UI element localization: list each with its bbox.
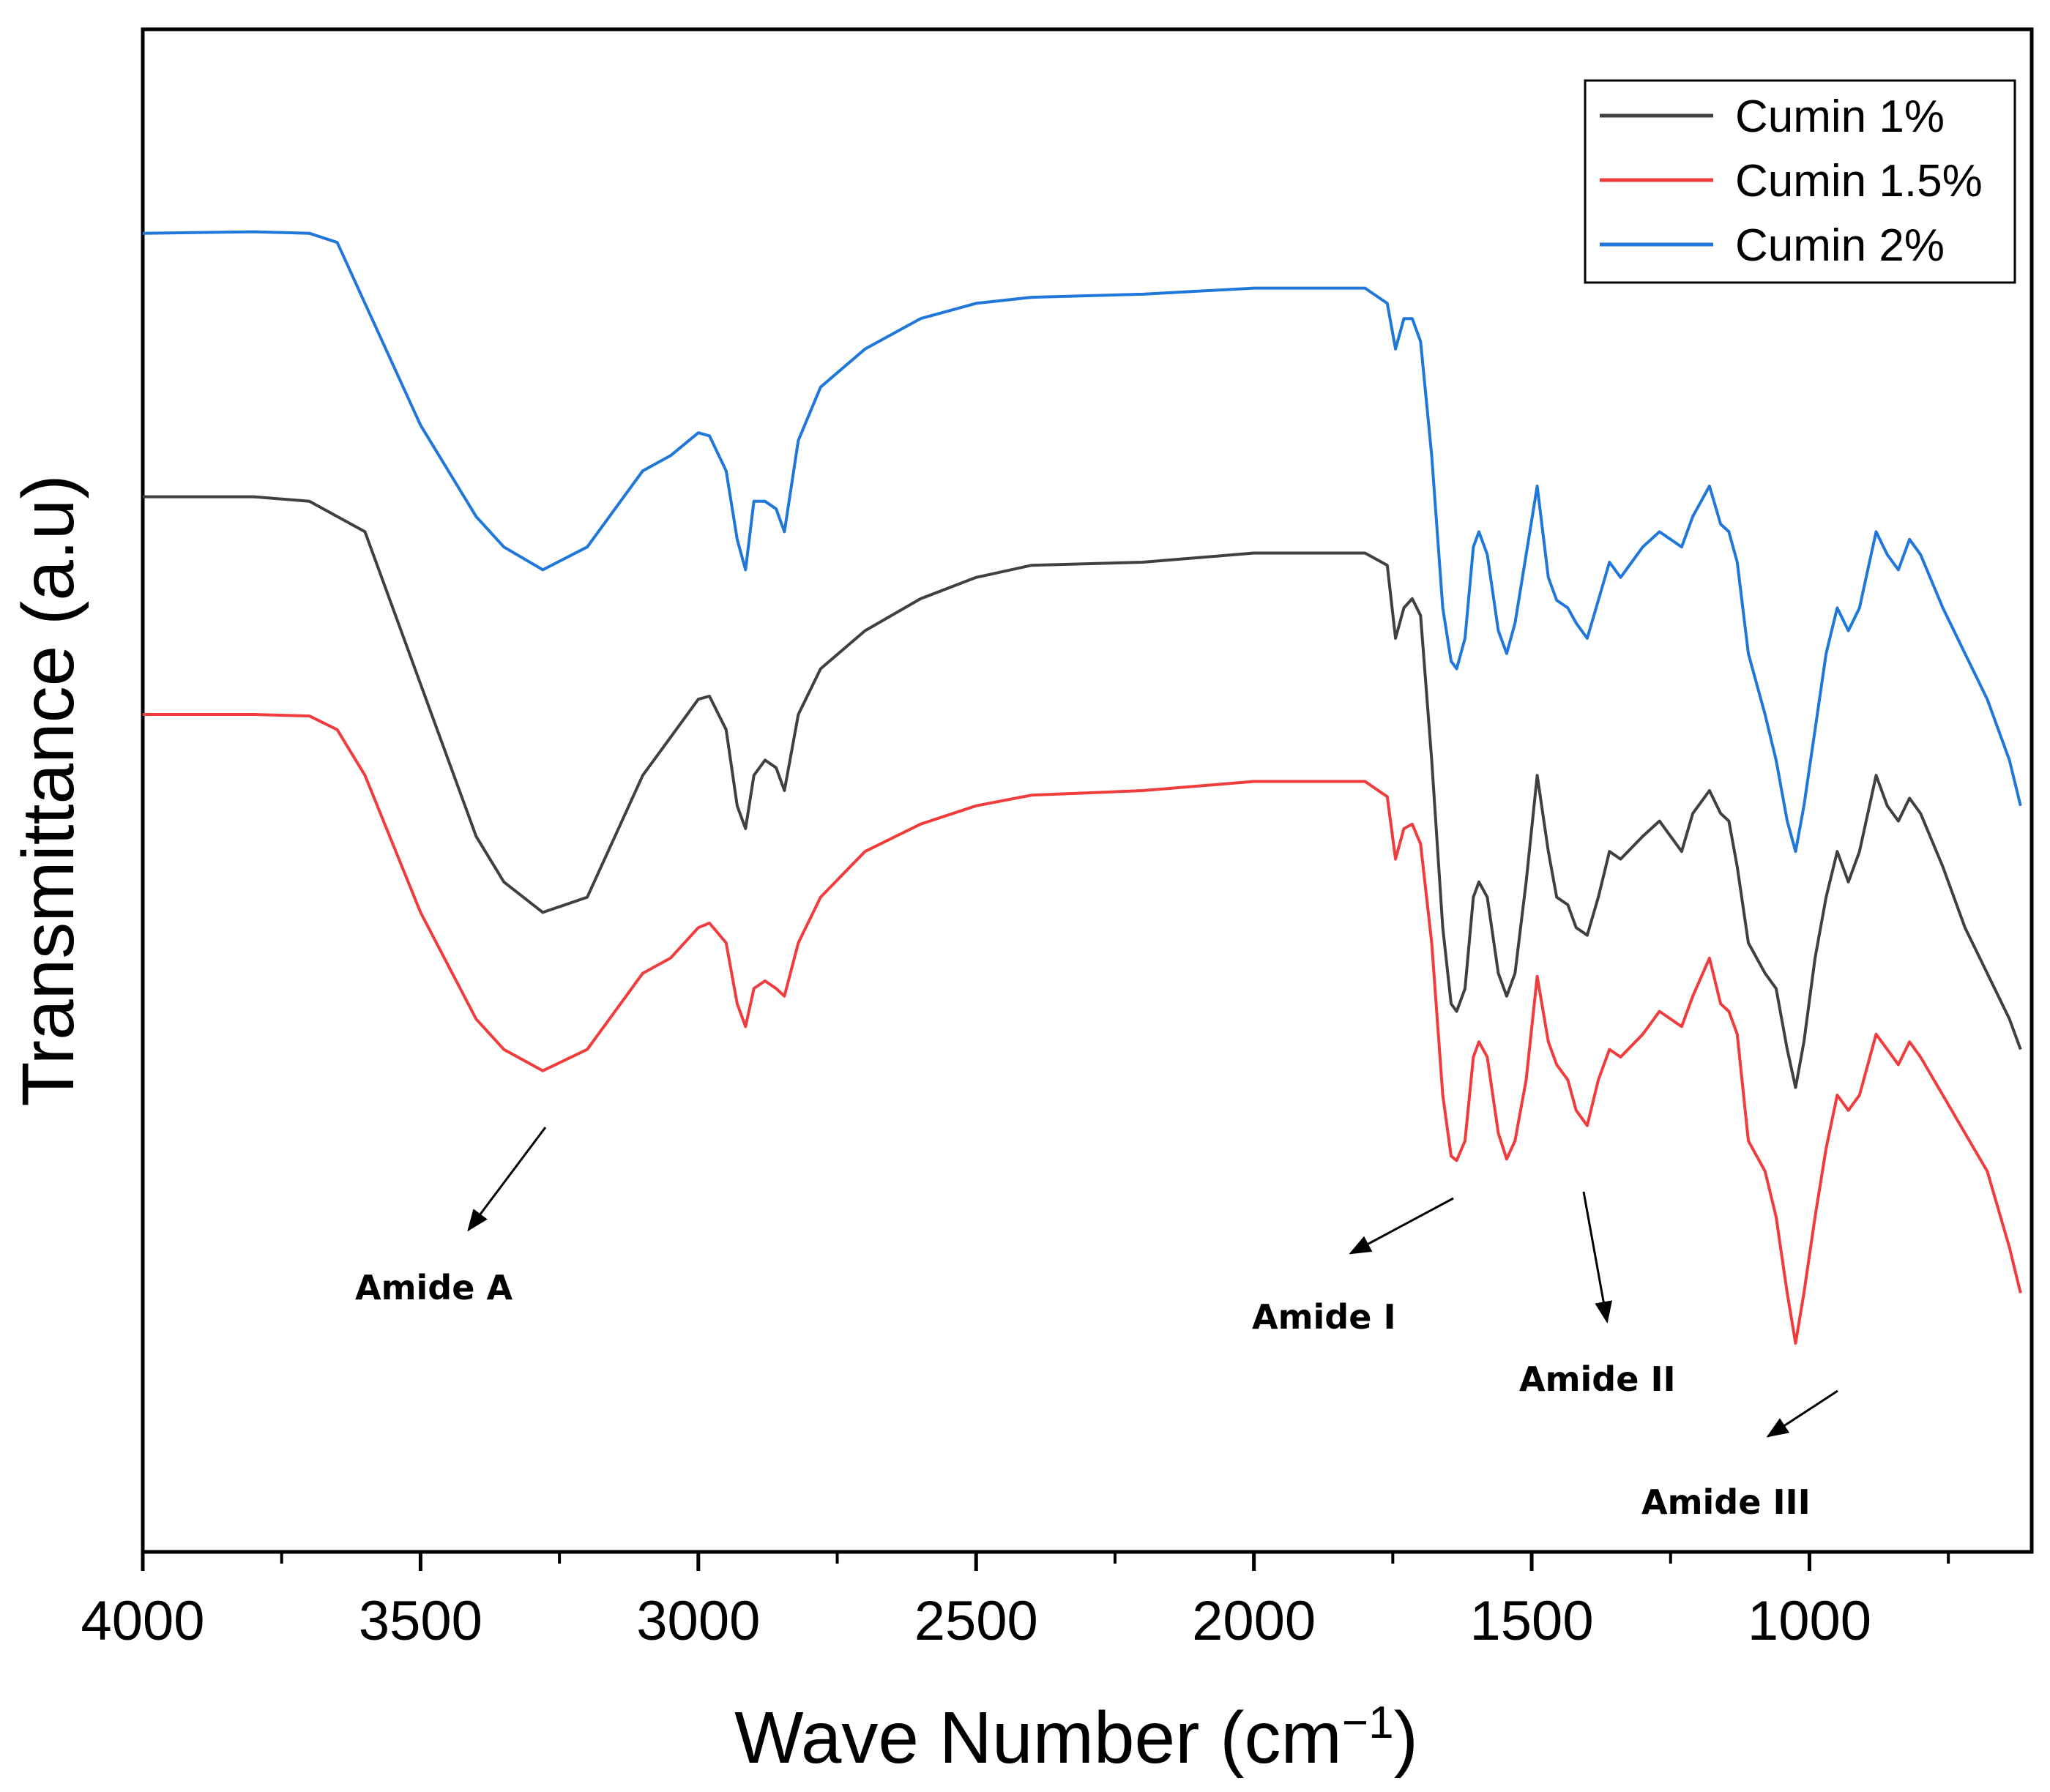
amide-iii-label: Amide III (1641, 1482, 1811, 1522)
x-tick-label: 2000 (1192, 1590, 1316, 1652)
legend-label-cumin-1: Cumin 1% (1735, 92, 1945, 142)
amide-ii-label: Amide II (1519, 1359, 1676, 1399)
series-line-cumin-1-5 (143, 713, 2022, 1345)
amide-i-arrow (1349, 1197, 1454, 1255)
x-tick-label: 1000 (1748, 1590, 1871, 1652)
amide-a-arrow (467, 1127, 547, 1232)
plot-frame (141, 27, 2034, 1554)
amide-iii-arrow (1766, 1389, 1838, 1438)
series-group (142, 230, 2022, 1345)
annotations: Amide A Amide I Amide II Amide III (355, 1127, 1838, 1522)
legend: Cumin 1% Cumin 1.5% Cumin 2% (1584, 79, 2016, 284)
amide-i-label: Amide I (1252, 1297, 1396, 1337)
legend-label-cumin-2: Cumin 2% (1735, 220, 1945, 271)
amide-a-label: Amide A (355, 1268, 512, 1307)
x-tick-label: 3500 (359, 1590, 482, 1652)
x-tick-label: 3000 (636, 1590, 760, 1652)
x-axis-title: Wave Number (cm−1) (734, 1697, 1418, 1779)
series-line-cumin-2 (142, 230, 2022, 854)
x-tick-label: 2500 (914, 1590, 1038, 1652)
amide-ii-arrow (1582, 1191, 1613, 1324)
x-tick-label: 1500 (1470, 1590, 1594, 1652)
y-axis-title: Transmittance (a.u) (7, 474, 89, 1106)
x-tick-label: 4000 (81, 1590, 204, 1652)
x-axis-ticks: 4000 3500 3000 2500 2000 1500 1000 (81, 1552, 1950, 1652)
legend-label-cumin-1-5: Cumin 1.5% (1735, 156, 1983, 206)
series-line-cumin-1 (143, 495, 2022, 1089)
